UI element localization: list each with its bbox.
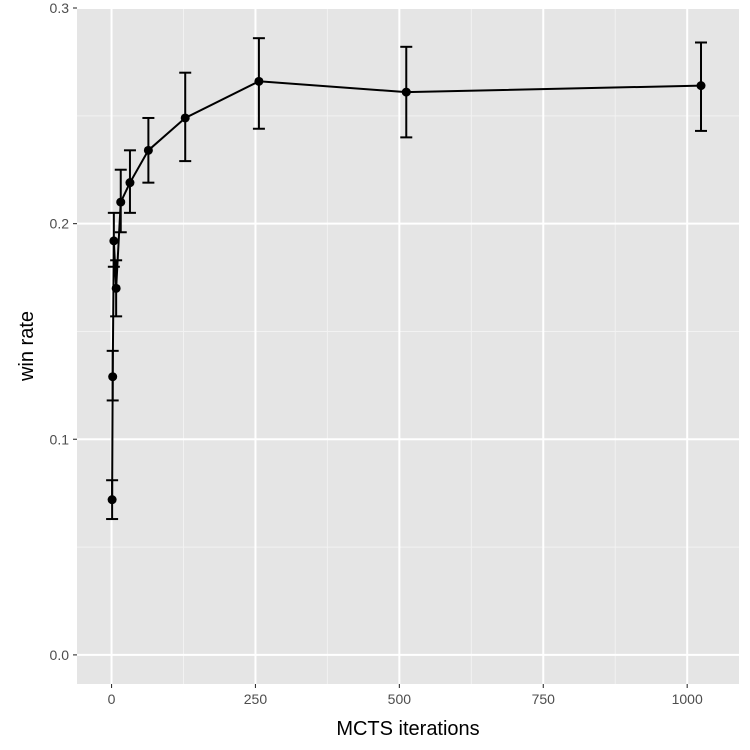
data-point (111, 283, 121, 293)
axes: 0 250 500 750 1000 0.0 0.1 0.2 0.3 (50, 0, 703, 707)
data-point (116, 197, 126, 207)
data-point (109, 236, 119, 246)
data-point (107, 495, 117, 505)
x-tick-label: 500 (388, 691, 412, 707)
y-tick-label: 0.0 (50, 647, 70, 663)
data-point (143, 145, 153, 155)
plot-panel (77, 8, 739, 684)
y-tick-label: 0.2 (50, 216, 70, 232)
x-tick-label: 0 (108, 691, 116, 707)
data-point (108, 372, 118, 382)
grid-lines (77, 7, 739, 684)
y-axis-title: win rate (16, 311, 38, 382)
x-tick-label: 1000 (672, 691, 703, 707)
x-tick-label: 250 (244, 691, 268, 707)
data-point (696, 81, 706, 91)
x-tick-label: 750 (532, 691, 556, 707)
series-marks (106, 37, 708, 521)
y-tick-label: 0.1 (50, 431, 70, 447)
x-axis-title: MCTS iterations (336, 718, 479, 740)
y-tick-label: 0.3 (50, 0, 70, 16)
data-point (180, 113, 190, 123)
data-point (254, 76, 264, 86)
data-point (401, 87, 411, 97)
data-point (125, 178, 135, 188)
